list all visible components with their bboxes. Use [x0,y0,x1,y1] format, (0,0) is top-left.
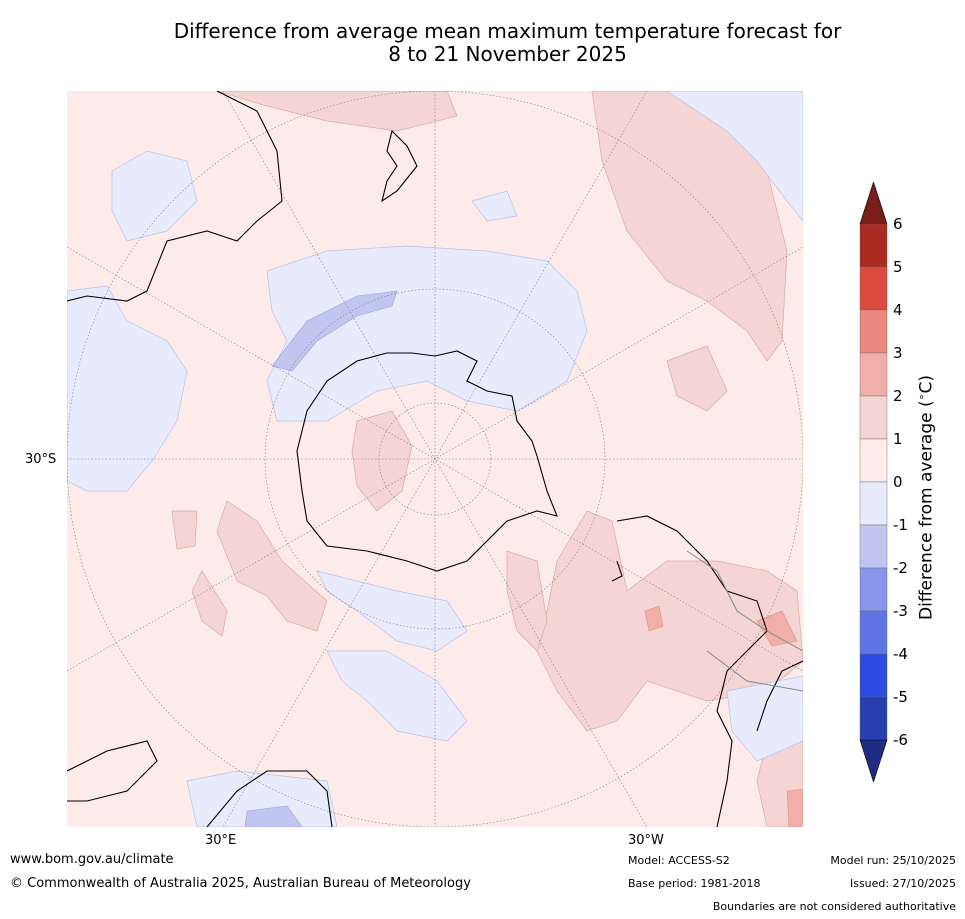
cool-anomaly-regions [67,91,803,827]
anomaly-map [67,91,803,827]
colorbar-tick-label: 6 [893,215,903,233]
colorbar-swatch [859,395,888,440]
colorbar-title-main: Difference from average ( [916,400,937,620]
colorbar-tick-label: 2 [893,387,903,405]
colorbar-tick-label: -4 [893,645,908,663]
colorbar-swatch [859,481,888,526]
lon-label-30e: 30°E [205,833,237,848]
title-line-1: Difference from average mean maximum tem… [173,19,842,43]
chart-title: Difference from average mean maximum tem… [60,20,955,66]
colorbar-tick-label: -2 [893,559,908,577]
lon-label-30w: 30°W [628,833,664,848]
colorbar-title: Difference from average (∘C) [915,375,937,620]
colorbar-swatch [859,524,888,569]
colorbar-tick-label: -1 [893,516,908,534]
warm-anomaly-regions [171,91,803,827]
footer-model: Model: ACCESS-S2 [628,854,730,867]
colorbar-swatch [859,223,888,268]
colorbar-title-end: C) [916,374,937,394]
footer-copyright: © Commonwealth of Australia 2025, Austra… [10,876,471,891]
footer-disclaimer: Boundaries are not considered authoritat… [712,900,956,913]
lat-label-30s: 30°S [25,452,57,467]
footer-model-run: Model run: 25/10/2025 [830,854,956,867]
colorbar-swatch [859,696,888,741]
colorbar-swatch [859,438,888,483]
footer-base-period: Base period: 1981-2018 [628,877,761,890]
strong-warm-anomaly [644,605,803,827]
colorbar-swatch [859,352,888,397]
graticule [67,91,803,827]
colorbar-tick-label: 4 [893,301,903,319]
colorbar-tick-label: 5 [893,258,903,276]
footer-issued: Issued: 27/10/2025 [849,877,956,890]
footer-url: www.bom.gov.au/climate [10,852,174,867]
colorbar-swatch [859,653,888,698]
colorbar-tick-label: 0 [893,473,903,491]
colorbar-tick-label: 3 [893,344,903,362]
colorbar-tick-label: 1 [893,430,903,448]
colorbar-tick-label: -6 [893,731,908,749]
colorbar-swatch [859,266,888,311]
colorbar-extend-top [859,181,888,225]
strong-cool-anomaly [244,290,398,827]
colorbar-title-degree: ∘ [915,393,928,401]
colorbar-tick-label: -3 [893,602,908,620]
colorbar-swatch [859,309,888,354]
country-boundaries [686,550,803,692]
colorbar-extend-bottom [859,739,888,783]
title-line-2: 8 to 21 November 2025 [388,42,627,66]
colorbar [855,181,965,783]
map-canvas [67,91,803,827]
colorbar-tick-label: -5 [893,688,908,706]
colorbar-swatch [859,610,888,655]
colorbar-swatch [859,567,888,612]
colorbar-swatches [859,181,888,783]
